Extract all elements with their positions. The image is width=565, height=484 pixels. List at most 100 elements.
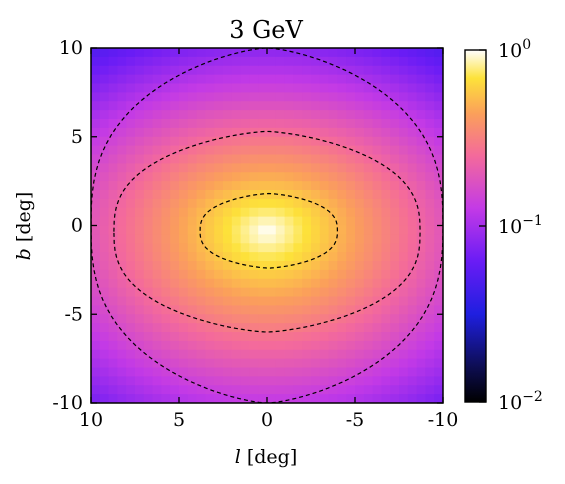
heatmap-cell (372, 367, 382, 377)
heatmap-cell (284, 385, 294, 395)
heatmap-cell (399, 340, 409, 351)
heatmap-cell (381, 83, 391, 93)
heatmap-cell (249, 56, 259, 67)
heatmap-cell (311, 65, 321, 76)
heatmap-cell (117, 145, 127, 156)
heatmap-cell (425, 349, 435, 360)
heatmap-cell (205, 92, 215, 102)
heatmap-cell (91, 145, 101, 156)
heatmap-cell (267, 190, 277, 200)
heatmap-cell (240, 83, 250, 93)
heatmap-cell (434, 385, 443, 395)
heatmap-cell (425, 92, 435, 102)
heatmap-cell (319, 83, 330, 93)
heatmap-cell (293, 110, 303, 120)
heatmap-cell (214, 323, 224, 333)
heatmap-cell (328, 101, 338, 111)
heatmap-cell (407, 278, 418, 289)
heatmap-cell (135, 269, 145, 280)
heatmap-cell (346, 207, 356, 218)
heatmap-cell (319, 119, 330, 129)
heatmap-cell (152, 119, 162, 129)
heatmap-cell (135, 225, 145, 235)
heatmap-cell (196, 207, 206, 218)
heatmap-cell (231, 349, 242, 360)
heatmap-cell (346, 349, 356, 360)
heatmap-cell (390, 119, 400, 129)
heatmap-cell (284, 323, 294, 333)
heatmap-cell (337, 234, 347, 244)
heatmap-cell (179, 332, 189, 342)
heatmap-cell (152, 332, 162, 342)
heatmap-cell (99, 127, 110, 138)
heatmap-cell (152, 305, 162, 315)
heatmap-cell (152, 376, 162, 386)
heatmap-cell (407, 198, 418, 209)
heatmap-cell (258, 207, 268, 218)
heatmap-cell (231, 385, 242, 395)
heatmap-cell (407, 127, 418, 138)
heatmap-cell (275, 48, 286, 58)
heatmap-cell (355, 340, 365, 351)
heatmap-cell (258, 216, 268, 227)
heatmap-cell (425, 376, 435, 386)
heatmap-cell (372, 261, 382, 271)
heatmap-cell (284, 145, 294, 156)
heatmap-cell (91, 252, 101, 262)
heatmap-cell (187, 376, 198, 386)
heatmap-cell (231, 83, 242, 93)
heatmap-cell (381, 376, 391, 386)
heatmap-cell (425, 225, 435, 235)
heatmap-cell (363, 190, 374, 200)
heatmap-cell (205, 110, 215, 120)
heatmap-cell (311, 216, 321, 227)
heatmap-cell (328, 83, 338, 93)
heatmap-cell (434, 48, 443, 58)
heatmap-cell (293, 172, 303, 182)
heatmap-cell (328, 92, 338, 102)
heatmap-cell (363, 216, 374, 227)
heatmap-cell (381, 127, 391, 138)
heatmap-cell (293, 136, 303, 147)
heatmap-cell (311, 172, 321, 182)
heatmap-cell (346, 234, 356, 244)
heatmap-cell (337, 154, 347, 164)
heatmap-cell (284, 367, 294, 377)
heatmap-cell (363, 349, 374, 360)
heatmap-cell (355, 376, 365, 386)
heatmap-cell (267, 261, 277, 271)
heatmap-cell (337, 385, 347, 395)
heatmap-cell (363, 243, 374, 253)
heatmap-cell (337, 296, 347, 306)
heatmap-cell (196, 172, 206, 182)
heatmap-cell (161, 332, 171, 342)
heatmap-cell (355, 252, 365, 262)
heatmap-cell (267, 48, 277, 58)
heatmap-cell (91, 287, 101, 298)
heatmap-cell (187, 48, 198, 58)
heatmap-cell (267, 207, 277, 218)
heatmap-cell (108, 163, 118, 173)
heatmap-cell (434, 74, 443, 85)
heatmap-cell (293, 367, 303, 377)
heatmap-cell (407, 136, 418, 147)
heatmap-cell (258, 163, 268, 173)
heatmap-cell (170, 48, 180, 58)
heatmap-cell (196, 225, 206, 235)
heatmap-cell (346, 119, 356, 129)
heatmap-cell (355, 145, 365, 156)
heatmap-cell (302, 190, 312, 200)
heatmap-cell (249, 358, 259, 369)
heatmap-cell (328, 225, 338, 235)
heatmap-cell (143, 296, 154, 306)
heatmap-cell (135, 181, 145, 191)
heatmap-cell (196, 136, 206, 147)
heatmap-cell (434, 163, 443, 173)
heatmap-cell (425, 261, 435, 271)
heatmap-cell (337, 269, 347, 280)
heatmap-cell (117, 198, 127, 209)
heatmap-cell (434, 314, 443, 324)
heatmap-cell (152, 367, 162, 377)
heatmap-cell (407, 243, 418, 253)
heatmap-cell (434, 296, 443, 306)
